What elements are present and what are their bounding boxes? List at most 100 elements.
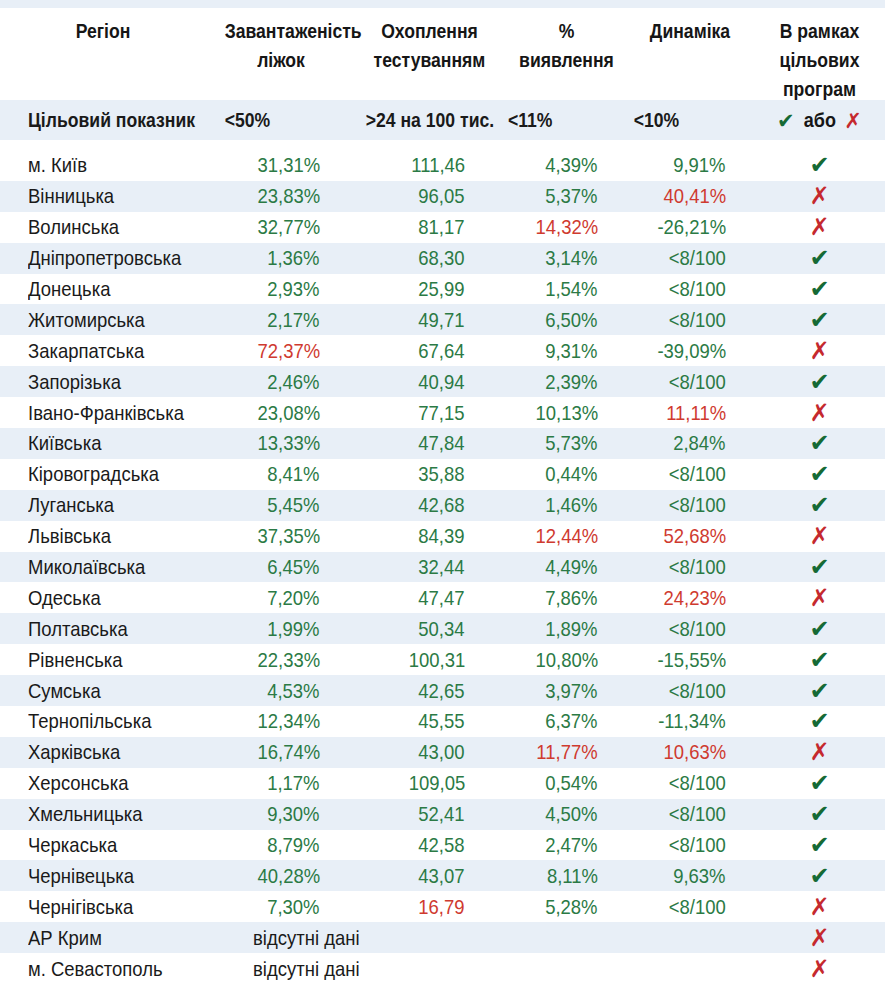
region-cell: м. Севастополь	[0, 953, 192, 984]
value-text: <8/100	[669, 246, 726, 270]
value-text: 2,17%	[268, 308, 320, 332]
x-icon: ✗	[809, 401, 829, 425]
region-name: Запорізька	[28, 370, 121, 394]
value-text: <8/100	[669, 802, 726, 826]
table-row: Сумська4,53%42,653,97%<8/100✔	[0, 675, 885, 706]
table-row: Волинська32,77%81,1714,32%-26,21%✗	[0, 212, 885, 243]
col-header-target-programs: В рамках цільових програм	[740, 8, 885, 104]
table-row: м. Київ31,31%111,464,39%9,91%✔	[0, 150, 885, 181]
value-cell: 68,30	[320, 243, 465, 274]
value-cell: 11,77%	[465, 737, 598, 768]
value-text: 10,80%	[535, 648, 598, 672]
value-text: 6,37%	[546, 709, 598, 733]
region-name: Івано-Франківська	[28, 401, 184, 425]
target-legend-cell: ✔ або ✗	[740, 100, 885, 140]
region-name: Донецька	[28, 277, 110, 301]
value-text: 49,71	[419, 308, 465, 332]
value-text: 2,84%	[674, 431, 726, 455]
value-text: 7,30%	[268, 895, 320, 919]
region-cell: Одеська	[0, 582, 192, 613]
value-cell: 7,86%	[465, 582, 598, 613]
value-cell: 25,99	[320, 274, 465, 305]
pass-cell: ✔	[740, 150, 885, 181]
value-text: 14,32%	[535, 215, 598, 239]
value-text: 10,63%	[663, 740, 726, 764]
value-text: 13,33%	[257, 431, 320, 455]
target-detection-value: <11%	[508, 109, 625, 132]
check-icon: ✔	[809, 864, 829, 888]
no-data-cell: відсутні дані	[221, 922, 755, 953]
value-cell: <8/100	[598, 891, 726, 922]
value-cell: 2,17%	[192, 304, 320, 335]
value-text: 42,68	[419, 493, 465, 517]
no-data-label: відсутні дані	[253, 957, 723, 981]
value-text: <8/100	[669, 771, 726, 795]
value-cell: <8/100	[598, 490, 726, 521]
fail-cell: ✗	[740, 582, 885, 613]
target-testing-cell: >24 на 100 тис.	[357, 100, 502, 140]
region-name: Чернігівська	[28, 895, 133, 919]
value-cell: 6,50%	[465, 304, 598, 335]
value-text: 9,31%	[546, 339, 598, 363]
value-cell: 1,46%	[465, 490, 598, 521]
value-cell: 49,71	[320, 304, 465, 335]
table-row: Луганська5,45%42,681,46%<8/100✔	[0, 490, 885, 521]
col-header-bed-occupancy: Завантаженість ліжок	[217, 8, 345, 75]
check-icon: ✔	[809, 771, 829, 795]
value-text: 2,39%	[546, 370, 598, 394]
value-cell: 43,00	[320, 737, 465, 768]
value-text: 5,28%	[546, 895, 598, 919]
value-cell: <8/100	[598, 459, 726, 490]
value-cell: 40,94	[320, 366, 465, 397]
value-text: 12,44%	[535, 524, 598, 548]
pass-cell: ✔	[740, 490, 885, 521]
value-cell: 0,44%	[465, 459, 598, 490]
value-cell: 4,53%	[192, 675, 320, 706]
value-text: 43,07	[419, 864, 465, 888]
value-cell: 6,45%	[192, 552, 320, 583]
value-cell: -11,34%	[598, 706, 726, 737]
value-text: 22,33%	[257, 648, 320, 672]
pass-cell: ✔	[740, 860, 885, 891]
value-cell: 1,36%	[192, 243, 320, 274]
value-cell: 4,39%	[465, 150, 598, 181]
value-cell: 16,74%	[192, 737, 320, 768]
pass-cell: ✔	[740, 799, 885, 830]
value-text: 96,05	[419, 184, 465, 208]
region-cell: Херсонська	[0, 768, 192, 799]
value-text: 9,91%	[674, 153, 726, 177]
value-text: <8/100	[669, 555, 726, 579]
value-text: 52,68%	[663, 524, 726, 548]
value-text: -15,55%	[657, 648, 726, 672]
value-text: 109,05	[408, 771, 465, 795]
value-cell: 42,65	[320, 675, 465, 706]
value-text: 31,31%	[257, 153, 320, 177]
check-icon: ✔	[809, 370, 829, 394]
value-cell: <8/100	[598, 274, 726, 305]
fail-cell: ✗	[740, 335, 885, 366]
target-beds-value: <50%	[225, 109, 338, 132]
value-text: 111,46	[411, 153, 465, 177]
value-text: 7,20%	[268, 586, 320, 610]
value-cell: <8/100	[598, 304, 726, 335]
value-text: 1,36%	[268, 246, 320, 270]
value-text: 84,39	[419, 524, 465, 548]
value-text: 1,54%	[546, 277, 598, 301]
value-text: 50,34	[419, 617, 465, 641]
value-text: <8/100	[669, 462, 726, 486]
value-cell: <8/100	[598, 243, 726, 274]
table-row: Запорізька2,46%40,942,39%<8/100✔	[0, 366, 885, 397]
value-text: 9,63%	[674, 864, 726, 888]
region-cell: Полтавська	[0, 613, 192, 644]
region-name: Тернопільська	[28, 709, 151, 733]
value-cell: 23,08%	[192, 397, 320, 428]
col-header-detection-rate: % виявлення	[500, 8, 633, 75]
region-name: Харківська	[28, 740, 120, 764]
check-icon: ✔	[809, 617, 829, 641]
no-data-label: відсутні дані	[253, 926, 723, 950]
region-cell: Житомирська	[0, 304, 192, 335]
value-cell: <8/100	[598, 552, 726, 583]
fail-cell: ✗	[740, 397, 885, 428]
target-row-label-cell: Цільовий показник	[0, 100, 192, 140]
fail-cell: ✗	[740, 953, 885, 984]
